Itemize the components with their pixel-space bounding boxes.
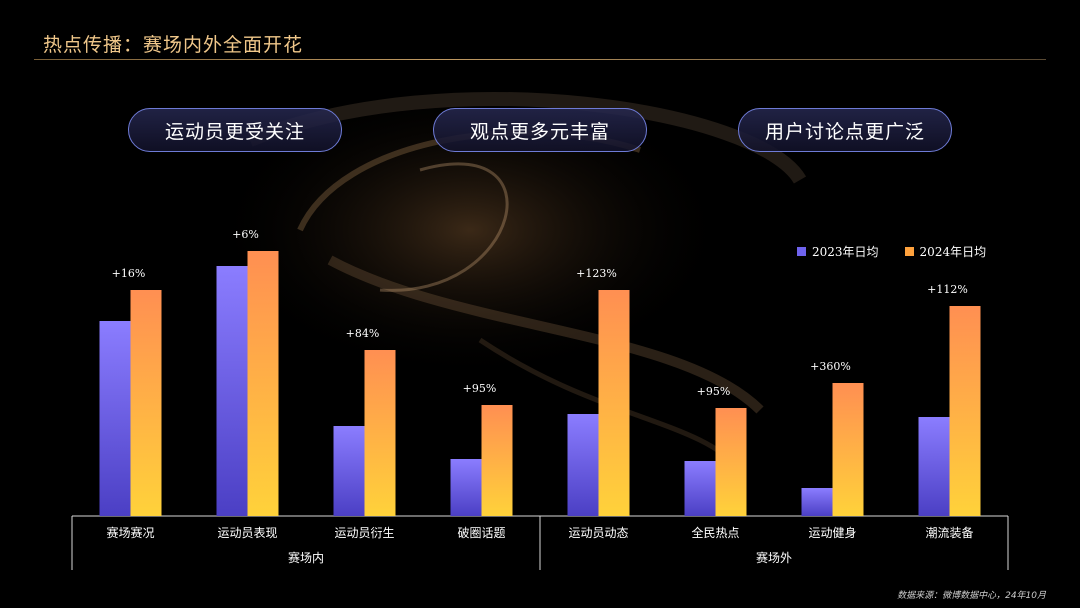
growth-label-3: +95%	[463, 382, 497, 395]
bar-2024-5	[715, 408, 747, 516]
bar-2023-5	[684, 461, 716, 516]
highlight-athletes-attention: 运动员更受关注	[128, 108, 342, 152]
title-divider	[34, 59, 1046, 60]
bar-2023-4	[567, 414, 599, 516]
bar-2024-2	[364, 350, 396, 516]
highlight-broader-discussion: 用户讨论点更广泛	[738, 108, 952, 152]
x-tick-label-3: 破圈话题	[457, 525, 505, 540]
bar-2024-6	[832, 383, 864, 516]
highlight-diverse-views: 观点更多元丰富	[433, 108, 647, 152]
bar-2024-0	[130, 290, 162, 516]
growth-label-6: +360%	[810, 360, 851, 373]
bar-2023-7	[918, 417, 950, 516]
page-title: 热点传播：赛场内外全面开花	[43, 34, 304, 56]
bar-2024-7	[949, 306, 981, 516]
group-label-1: 赛场外	[756, 550, 792, 565]
bar-2024-1	[247, 251, 279, 516]
x-tick-label-1: 运动员表现	[217, 526, 277, 540]
chart-legend: 2023年日均 2024年日均	[797, 243, 986, 260]
bar-2024-4	[598, 290, 630, 516]
growth-label-2: +84%	[346, 327, 380, 340]
legend-label-2024: 2024年日均	[919, 245, 987, 259]
x-tick-label-4: 运动员动态	[568, 526, 628, 540]
growth-label-1: +6%	[232, 228, 259, 241]
legend-swatch-2024	[904, 247, 914, 256]
growth-label-4: +123%	[576, 267, 617, 280]
x-tick-label-0: 赛场赛况	[106, 525, 154, 540]
x-tick-label-7: 潮流装备	[925, 525, 973, 540]
bar-2023-6	[801, 488, 833, 516]
data-source-note: 数据来源：微博数据中心，24年10月	[897, 591, 1046, 601]
bar-2023-3	[450, 459, 482, 516]
bar-2023-0	[99, 321, 131, 516]
growth-label-7: +112%	[927, 283, 968, 296]
x-axis	[71, 515, 1009, 570]
bar-2023-1	[216, 266, 248, 516]
legend-label-2023: 2023年日均	[812, 245, 879, 259]
x-tick-label-5: 全民热点	[691, 525, 739, 540]
growth-label-5: +95%	[697, 385, 731, 398]
x-tick-label-2: 运动员衍生	[334, 526, 394, 540]
bar-2023-2	[333, 426, 365, 516]
growth-label-0: +16%	[112, 267, 146, 280]
bar-2024-3	[481, 405, 513, 516]
x-tick-label-6: 运动健身	[808, 525, 856, 540]
group-label-0: 赛场内	[288, 550, 324, 565]
legend-swatch-2023	[797, 247, 806, 256]
